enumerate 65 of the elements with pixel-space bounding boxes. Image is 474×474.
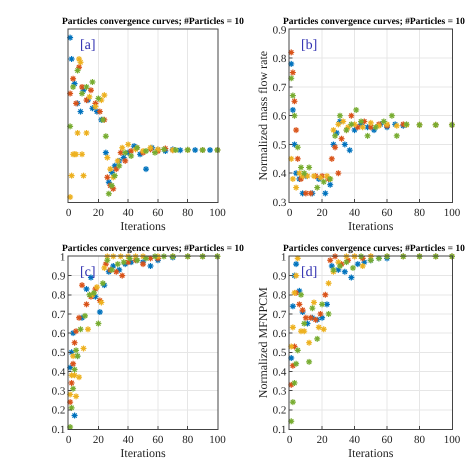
y-tick-label: 0.4 <box>272 168 287 180</box>
y-tick-label: 0.2 <box>52 404 66 417</box>
x-tick-label: 40 <box>122 434 134 446</box>
x-tick-label: 0 <box>286 434 293 446</box>
y-tick-label: 0.8 <box>52 290 66 302</box>
y-tick-label: 0.8 <box>272 53 287 66</box>
x-tick-label: 100 <box>209 434 226 446</box>
annotation: [a] <box>80 38 96 53</box>
annotation: [c] <box>80 265 96 280</box>
x-tick-label: 80 <box>414 207 426 220</box>
chart-title: Particles convergence curves; #Particles = 10 <box>62 244 244 254</box>
x-tick-label: 40 <box>122 207 134 220</box>
y-axis-title: Normalized mass flow rate <box>256 50 270 181</box>
x-tick-label: 0 <box>66 207 72 220</box>
x-axis-title: Iterations <box>120 219 166 234</box>
y-tick-label: 0.4 <box>52 366 66 378</box>
y-tick-label: 0.3 <box>272 196 287 209</box>
x-tick-label: 100 <box>444 434 461 446</box>
y-tick-label: 0.3 <box>272 385 287 398</box>
x-tick-label: 60 <box>382 434 394 446</box>
x-tick-label: 20 <box>92 207 104 220</box>
x-tick-label: 20 <box>316 207 328 220</box>
y-tick-label: 0.5 <box>272 347 287 360</box>
x-axis-title: Iterations <box>120 446 166 460</box>
x-tick-label: 100 <box>209 207 226 220</box>
y-tick-label: 0.1 <box>52 424 66 436</box>
y-tick-label: 0.6 <box>272 328 287 340</box>
y-tick-label: 0.9 <box>272 270 287 282</box>
y-tick-label: 0.5 <box>272 139 287 152</box>
x-tick-label: 40 <box>349 207 361 220</box>
y-tick-label: 1 <box>280 251 286 264</box>
y-axis-title: Normalized MFNPCM <box>256 286 270 398</box>
x-tick-label: 60 <box>152 207 164 220</box>
chart-title: Particles convergence curves; #Particles = 10 <box>283 244 466 254</box>
x-tick-label: 60 <box>382 207 394 220</box>
y-tick-label: 0.8 <box>272 290 287 302</box>
y-tick-label: 0.6 <box>272 110 287 123</box>
chart-title: Particles convergence curves; #Particles = 10 <box>283 17 466 27</box>
x-tick-label: 20 <box>316 434 328 446</box>
y-tick-label: 0.6 <box>52 328 66 340</box>
y-tick-label: 0.7 <box>272 82 287 94</box>
y-tick-label: 0.2 <box>272 404 286 417</box>
x-tick-label: 80 <box>182 207 194 220</box>
x-tick-label: 0 <box>66 434 72 446</box>
y-tick-label: 0.9 <box>272 24 287 36</box>
y-tick-label: 0.7 <box>272 308 287 321</box>
x-axis-title: Iterations <box>348 446 394 460</box>
x-tick-label: 40 <box>349 434 361 446</box>
y-tick-label: 1 <box>60 251 66 264</box>
chart-title: Particles convergence curves; #Particles = 10 <box>62 17 244 27</box>
y-tick-label: 0.5 <box>52 347 66 360</box>
y-tick-label: 0.1 <box>272 424 286 436</box>
annotation: [d] <box>301 265 318 280</box>
x-tick-label: 60 <box>152 434 164 446</box>
y-tick-label: 0.9 <box>52 270 66 282</box>
y-tick-label: 0.7 <box>52 308 66 321</box>
annotation: [b] <box>301 38 318 53</box>
x-tick-label: 0 <box>286 207 293 220</box>
x-axis-title: Iterations <box>348 219 394 234</box>
x-tick-label: 80 <box>182 434 194 446</box>
y-tick-label: 0.4 <box>272 366 287 378</box>
x-tick-label: 80 <box>414 434 426 446</box>
y-tick-label: 0.3 <box>52 385 66 398</box>
x-tick-label: 20 <box>92 434 104 446</box>
x-tick-label: 100 <box>444 207 461 220</box>
